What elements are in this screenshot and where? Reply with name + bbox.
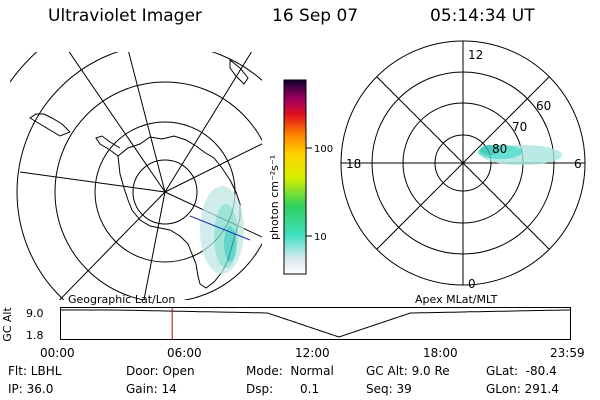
mlt-label-0: 0	[468, 277, 476, 291]
time-tick-2: 12:00	[295, 346, 330, 360]
coastline-south-america	[29, 113, 71, 137]
mlat-label-60: 60	[536, 99, 551, 113]
lon-line	[19, 171, 166, 193]
altitude-ytick: 1.8	[26, 329, 44, 342]
color-scale-bar: 100 10 photon cm⁻²s⁻¹	[268, 79, 333, 275]
geographic-map	[10, 52, 262, 300]
aurora-oval	[478, 145, 562, 165]
altitude-ylabel: GC Alt	[0, 307, 14, 342]
mlat-label-70: 70	[512, 120, 527, 134]
lon-line	[58, 191, 166, 300]
seq-readout: Seq: 39	[366, 382, 412, 396]
dsp-value: 0.1	[300, 382, 320, 396]
colorbar-tick: 100	[314, 144, 333, 155]
mode-readout: Mode: Normal	[246, 364, 334, 378]
lon-line	[128, 52, 166, 193]
ip-readout: IP: 36.0	[8, 382, 54, 396]
glon-readout: GLon: 291.4	[486, 382, 559, 396]
lat-circle	[94, 121, 236, 263]
altitude-timeline	[60, 307, 571, 340]
lat-circle	[132, 159, 198, 225]
glat-readout: GLat: -80.4	[486, 364, 557, 378]
mlt-line	[376, 76, 550, 250]
mlat-label-80: 80	[492, 142, 507, 156]
time-tick-4: 23:59	[550, 346, 585, 360]
lon-line	[143, 191, 166, 300]
coastline-peninsula	[95, 135, 121, 157]
time-tick-3: 18:00	[423, 346, 458, 360]
colorbar-tick: 10	[314, 232, 327, 243]
coastline-island	[229, 58, 249, 85]
spacecraft-track	[189, 215, 251, 241]
time-tick-1: 06:00	[167, 346, 202, 360]
lon-line	[164, 143, 262, 193]
aurora-emission	[200, 186, 244, 274]
colorbar-unit-label: photon cm⁻²s⁻¹	[268, 155, 281, 240]
altitude-ytick: 9.0	[26, 307, 44, 320]
dsp-label: Dsp:	[246, 382, 274, 396]
gain-readout: Gain: 14	[126, 382, 177, 396]
time-readout: 05:14:34 UT	[430, 6, 535, 26]
magnetic-polar-plot: 12 18 6 0 60 70 80	[340, 40, 586, 291]
altitude-ylabel-wrap: GC Alt	[0, 304, 20, 346]
instrument-title: Ultraviolet Imager	[48, 6, 202, 26]
mlt-label-12: 12	[468, 48, 483, 62]
lat-circle	[16, 52, 262, 300]
lat-circle	[54, 81, 262, 300]
lon-line	[164, 52, 253, 193]
mlt-label-6: 6	[574, 157, 582, 171]
altitude-curve	[61, 309, 571, 338]
time-tick-0: 00:00	[40, 346, 75, 360]
right-panel-label: Apex MLat/MLT	[415, 293, 498, 306]
date-readout: 16 Sep 07	[272, 6, 359, 26]
filter-readout: Flt: LBHL	[8, 364, 62, 378]
gc-alt-readout: GC Alt: 9.0 Re	[366, 364, 450, 378]
lon-line	[68, 52, 166, 193]
door-readout: Door: Open	[126, 364, 195, 378]
left-panel-label: Geographic Lat/Lon	[68, 293, 176, 306]
mlt-label-18: 18	[346, 157, 361, 171]
